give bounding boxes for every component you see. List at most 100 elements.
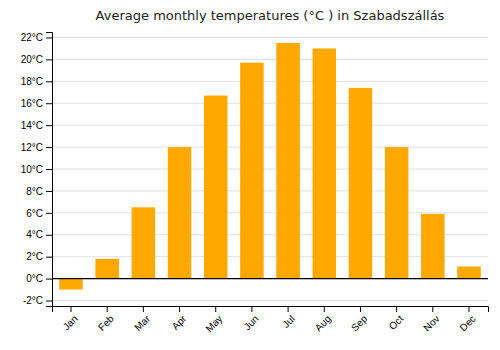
baseline [52, 278, 488, 279]
x-tick-label: Sep [349, 313, 370, 334]
y-tick: 22°C [21, 32, 52, 43]
x-tick-label: Jan [61, 313, 80, 332]
y-tick: 20°C [21, 54, 52, 65]
x-tick: Jan [61, 306, 80, 332]
grid-line [52, 212, 488, 213]
y-tick-label: 22°C [21, 32, 43, 43]
bar [204, 96, 228, 279]
y-axis: -2°C 0°C 2°C 4°C 6°C 8°C 10°C 12°C 14°C 16°C 18°C 2… [21, 32, 53, 306]
y-tick: 2°C [26, 251, 52, 262]
y-tick-mark [46, 301, 52, 302]
bar [168, 147, 192, 279]
y-tick-mark [46, 147, 52, 148]
y-tick: 18°C [21, 76, 52, 87]
y-tick: 16°C [21, 98, 52, 109]
y-tick: 10°C [21, 164, 52, 175]
grid-line [52, 103, 488, 104]
y-tick-label: 16°C [21, 98, 43, 109]
grid-line [52, 278, 488, 279]
y-tick-mark [46, 37, 52, 38]
y-tick: 0°C [26, 273, 52, 284]
x-tick: Oct [387, 306, 406, 332]
x-tick-label: Apr [170, 313, 189, 332]
title: Average monthly temperatures (°C ) in Sz… [96, 8, 445, 23]
x-tick: Mar [132, 306, 152, 333]
x-tick-label: Aug [313, 313, 333, 333]
bar [349, 88, 373, 279]
x-tick-mark [432, 306, 433, 312]
y-tick-mark [46, 235, 52, 236]
grid-line [52, 37, 488, 38]
y-tick-mark [46, 125, 52, 126]
bar [95, 259, 119, 279]
x-tick-label: Mar [132, 313, 152, 333]
x-tick-label: Jun [242, 313, 261, 332]
x-tick: Jun [242, 306, 261, 332]
x-tick-mark [143, 306, 144, 312]
y-tick: 8°C [26, 186, 52, 197]
y-tick-label: 8°C [26, 186, 43, 197]
y-tick-mark [46, 169, 52, 170]
x-tick: May [203, 306, 224, 334]
bar [132, 207, 156, 278]
y-tick-label: 18°C [21, 76, 43, 87]
y-tick-mark [46, 279, 52, 280]
y-tick: 14°C [21, 120, 52, 131]
x-tick-mark [288, 306, 289, 312]
x-tick-mark [360, 306, 361, 312]
grid-line [52, 147, 488, 148]
x-tick-label: Nov [421, 313, 441, 333]
plot-area: -2°C 0°C 2°C 4°C 6°C 8°C 10°C 12°C 14°C 16°C 18°C 2… [21, 32, 489, 334]
y-tick-label: 6°C [26, 208, 43, 219]
x-tick-mark [469, 306, 470, 312]
grid-line [52, 300, 488, 301]
x-tick-label: Dec [457, 313, 477, 333]
y-tick-mark [46, 81, 52, 82]
y-tick-label: 10°C [21, 164, 43, 175]
y-tick-label: 2°C [26, 251, 43, 262]
x-tick: Jul [280, 306, 297, 330]
x-tick-mark [107, 306, 108, 312]
y-tick: 12°C [21, 142, 52, 153]
bar [240, 63, 264, 279]
grid-line [52, 59, 488, 60]
y-tick: 4°C [26, 229, 52, 240]
grid-line [52, 169, 488, 170]
y-tick-mark [46, 191, 52, 192]
y-tick-mark [46, 257, 52, 258]
bar [457, 267, 481, 279]
y-tick-label: 20°C [21, 54, 43, 65]
x-tick-label: Feb [96, 313, 116, 333]
grid-line [52, 81, 488, 82]
y-tick: 6°C [26, 208, 52, 219]
x-tick-mark [251, 306, 252, 312]
y-tick-mark [46, 59, 52, 60]
y-tick-mark [46, 103, 52, 104]
x-tick-mark [324, 306, 325, 312]
x-tick-mark [70, 306, 71, 312]
bar [59, 279, 83, 290]
bar [421, 214, 445, 279]
y-tick: -2°C [23, 295, 52, 306]
bars [52, 43, 488, 290]
y-tick-label: 12°C [21, 142, 43, 153]
grid-line [52, 190, 488, 191]
x-tick: Feb [96, 306, 116, 333]
x-tick: Sep [349, 306, 370, 333]
x-tick-label: May [203, 313, 224, 334]
grid-line [52, 125, 488, 126]
x-tick-label: Oct [387, 313, 406, 332]
x-tick: Apr [170, 306, 189, 332]
y-tick-mark [46, 213, 52, 214]
x-axis: Jan Feb Mar Apr May Jun Jul Aug Sep Oct Nov Dec [53, 306, 489, 334]
chart: -2°C 0°C 2°C 4°C 6°C 8°C 10°C 12°C 14°C 16°C 18°C 2… [0, 0, 500, 350]
y-axis-line [46, 33, 53, 307]
x-tick: Aug [313, 306, 333, 333]
y-tick-label: 14°C [21, 120, 43, 131]
y-tick-label: 4°C [26, 229, 43, 240]
bar [385, 147, 409, 279]
x-axis-line [53, 307, 489, 313]
y-tick-label: -2°C [23, 295, 43, 306]
grid [52, 37, 488, 300]
bar [276, 43, 300, 279]
